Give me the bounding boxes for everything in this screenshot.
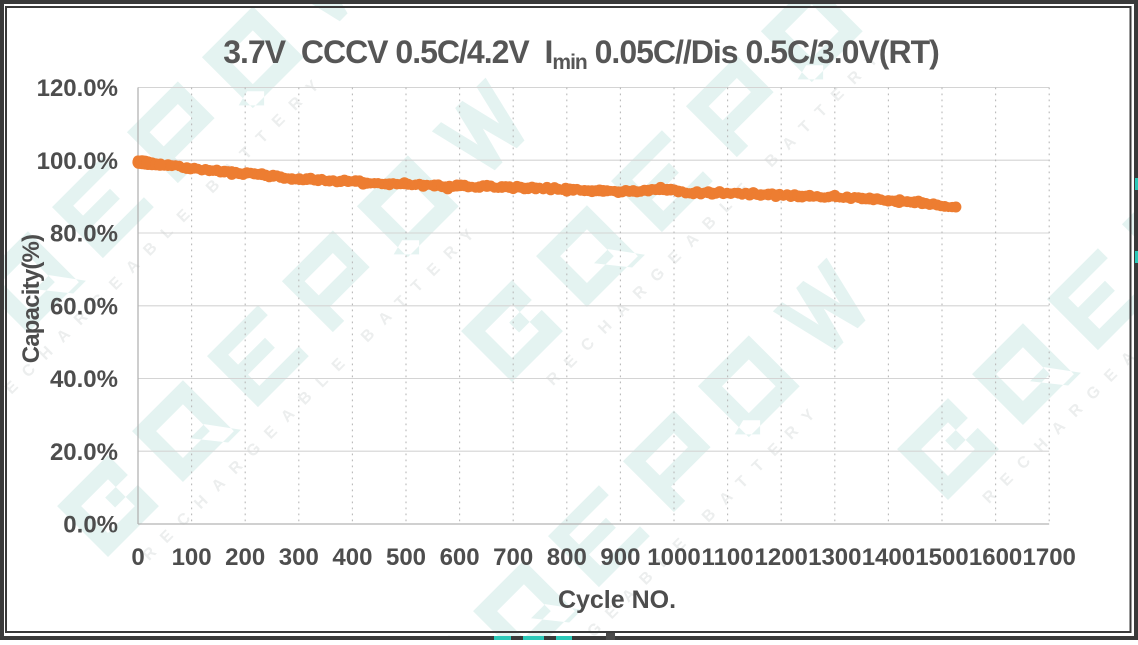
svg-text:20.0%: 20.0% (50, 439, 118, 466)
svg-text:0.0%: 0.0% (63, 512, 118, 539)
svg-text:300: 300 (279, 544, 319, 571)
svg-text:800: 800 (547, 544, 587, 571)
svg-text:100: 100 (172, 544, 212, 571)
svg-text:80.0%: 80.0% (50, 221, 118, 248)
svg-text:1700: 1700 (1023, 544, 1076, 571)
svg-text:100.0%: 100.0% (37, 148, 118, 175)
svg-text:1200: 1200 (755, 544, 808, 571)
svg-text:200: 200 (225, 544, 265, 571)
svg-text:500: 500 (386, 544, 426, 571)
svg-text:400: 400 (332, 544, 372, 571)
svg-text:1000: 1000 (647, 544, 700, 571)
svg-text:0: 0 (131, 544, 144, 571)
svg-text:1500: 1500 (915, 544, 968, 571)
svg-text:60.0%: 60.0% (50, 293, 118, 320)
svg-text:1600: 1600 (969, 544, 1022, 571)
svg-text:40.0%: 40.0% (50, 366, 118, 393)
svg-text:Capacity(%): Capacity(%) (18, 235, 45, 364)
svg-text:120.0%: 120.0% (37, 75, 118, 102)
svg-text:Cycle NO.: Cycle NO. (558, 586, 676, 614)
svg-text:700: 700 (493, 544, 533, 571)
svg-text:600: 600 (440, 544, 480, 571)
svg-text:1400: 1400 (862, 544, 915, 571)
svg-text:900: 900 (600, 544, 640, 571)
svg-text:1100: 1100 (702, 544, 754, 571)
svg-text:1300: 1300 (808, 544, 861, 571)
